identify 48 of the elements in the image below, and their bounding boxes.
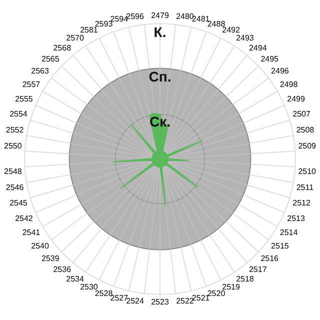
spoke-label: 2493: [236, 34, 254, 43]
spoke-label: 2542: [15, 214, 34, 223]
spoke-label: 2523: [151, 297, 170, 306]
spoke-label: 2548: [4, 167, 22, 176]
spoke-label: 2512: [292, 198, 311, 208]
spoke-label: 2552: [6, 125, 24, 134]
text: Сп.: [148, 68, 172, 85]
spoke-label: 2568: [53, 43, 72, 52]
spoke-label: 2511: [296, 183, 314, 192]
spoke-label: 2492: [222, 26, 240, 35]
spoke-label: 2507: [292, 110, 311, 119]
spoke-label: 2508: [296, 125, 315, 134]
spoke-label: 2509: [298, 141, 317, 150]
spoke-label: 2496: [271, 66, 290, 76]
spoke-label: 2557: [22, 80, 41, 90]
spoke-label: 2593: [94, 19, 114, 28]
spoke-label: 2519: [222, 282, 240, 292]
spoke-label: 2522: [176, 296, 194, 306]
spoke-label: 2479: [151, 10, 170, 20]
spoke-label: 2563: [31, 66, 50, 76]
spoke-label: 2540: [31, 242, 50, 251]
spoke-label: 2518: [236, 274, 254, 284]
spoke-label: 2546: [6, 183, 24, 192]
spoke-label: 2570: [66, 34, 84, 43]
spoke-label: 2534: [66, 274, 84, 284]
spoke-label: 2550: [4, 141, 22, 150]
spoke-label: 2554: [10, 110, 28, 119]
spoke-label: 2516: [260, 254, 280, 264]
text: К.: [154, 24, 166, 40]
text: Ск.: [149, 113, 171, 130]
spoke-label: 2495: [260, 54, 280, 64]
spoke-label: 2528: [94, 289, 114, 298]
spoke-label: 2541: [22, 228, 41, 238]
spoke-label: 2513: [287, 214, 306, 223]
spoke-label: 2581: [80, 26, 98, 35]
spoke-label: 2555: [15, 94, 34, 104]
spoke-label: 2517: [248, 265, 268, 274]
spoke-label: 2539: [42, 254, 60, 264]
spoke-label: 2499: [287, 94, 306, 104]
spoke-label: 2536: [53, 265, 72, 274]
spoke-label: 2545: [10, 198, 28, 208]
spoke-label: 2510: [298, 167, 317, 176]
spoke-label: 2494: [248, 43, 268, 52]
spoke-label: 2514: [280, 228, 298, 238]
spoke-label: 2565: [42, 54, 60, 64]
spoke-label: 2524: [126, 296, 144, 306]
spoke-label: 2498: [280, 80, 298, 90]
spoke-label: 2515: [271, 242, 290, 251]
